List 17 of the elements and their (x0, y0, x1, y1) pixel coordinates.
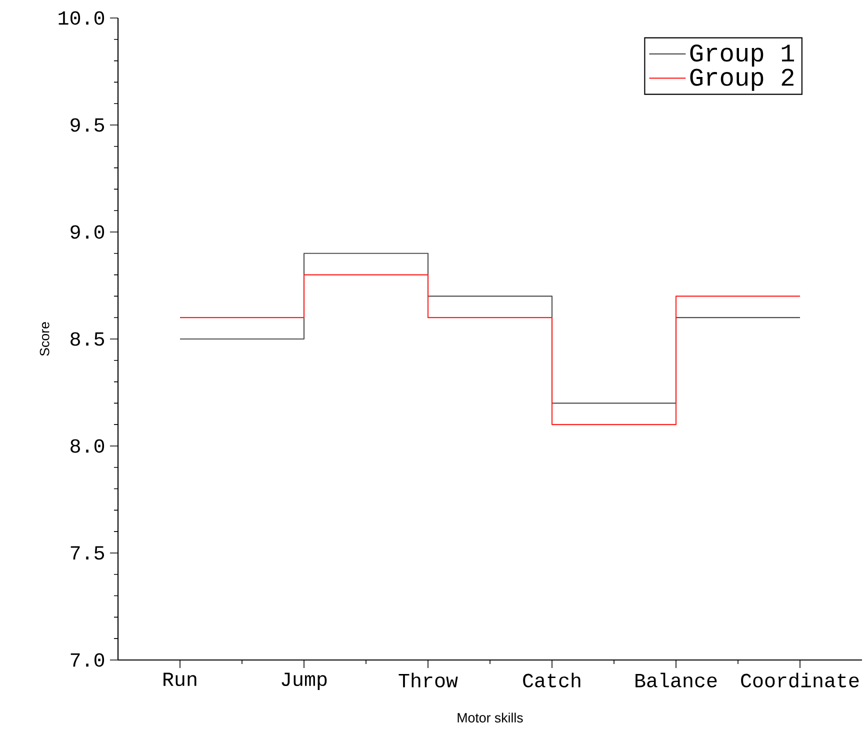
x-tick-label: Jump (282, 672, 327, 690)
y-tick-label: 7.5 (70, 546, 104, 560)
y-tick-label: 9.0 (70, 225, 104, 239)
x-tick-label: Run (164, 672, 196, 686)
y-tick-label: 7.0 (70, 653, 104, 667)
x-tick-label: Balance (636, 672, 717, 688)
y-tick-label: 8.0 (70, 439, 104, 453)
x-axis-title: Motor skills (458, 712, 523, 722)
x-tick-label: Catch (523, 672, 580, 688)
x-tick-label: Throw (398, 672, 458, 688)
legend-label: Group 2 (690, 68, 794, 91)
y-tick-label: 8.5 (70, 332, 104, 346)
x-tick-label: Coordinate (741, 672, 859, 688)
legend-label: Group 1 (690, 44, 794, 67)
y-tick-label: 9.5 (70, 118, 104, 132)
y-axis-title: Score (40, 322, 50, 356)
y-tick-label: 10.0 (58, 11, 104, 25)
